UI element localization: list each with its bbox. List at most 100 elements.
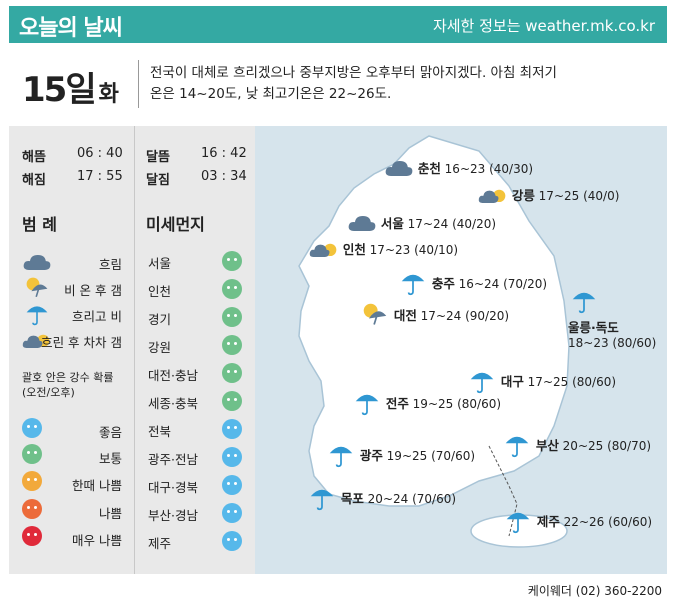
city-name: 목포 (340, 491, 364, 506)
legend-item-label: 흐리고 비 (72, 309, 122, 324)
precip-note-line: 괄호 안은 강수 확률 (22, 371, 114, 384)
legend-item: 흐린 후 차차 갬 (22, 330, 122, 354)
umbrella-sun-icon (360, 302, 390, 328)
dust-region-row: 광주·전남 (148, 447, 248, 469)
city-temp: 18~23 (80/60) (568, 336, 657, 350)
moonset-time: 03 : 34 (201, 169, 247, 184)
page-title: 오늘의 날씨 (19, 16, 123, 41)
umbrella-icon (503, 508, 533, 534)
city-name: 울릉·독도 (568, 320, 619, 335)
city-temp: 19~25 (70/60) (386, 449, 476, 463)
dust-level-label: 한때 나쁨 (72, 478, 122, 493)
dust-level-label: 매우 나쁨 (72, 533, 122, 548)
face-icon (22, 526, 42, 546)
dust-title: 미세먼지 (146, 215, 205, 234)
dust-region-name: 세종·충북 (148, 396, 198, 411)
city-temp: 17~24 (90/20) (420, 309, 510, 323)
legend-item: 흐리고 비 (22, 304, 122, 328)
cloud-icon (384, 155, 414, 181)
date-weekday: 화 (98, 82, 119, 107)
face-icon (222, 447, 242, 467)
city-name: 대구 (500, 374, 524, 389)
city-forecast: 목포 20~24 (70/60) (307, 485, 456, 514)
city-forecast: 서울 17~24 (40/20) (347, 210, 496, 239)
cloud-sun-icon (478, 182, 508, 208)
city-name: 서울 (380, 216, 404, 231)
legend-item-label: 비 온 후 갬 (64, 283, 122, 298)
moonset-label: 달짐 (146, 173, 170, 188)
city-forecast: 부산 20~25 (80/70) (502, 432, 651, 461)
face-icon (22, 418, 42, 438)
moonset-row: 달짐 03 : 34 (146, 169, 247, 188)
city-forecast: 울릉·독도 18~23 (80/60) (568, 288, 656, 350)
city-temp: 17~25 (80/60) (527, 375, 617, 389)
sea-border-line (488, 445, 518, 537)
dust-region-name: 서울 (148, 256, 172, 271)
legend-title: 범 례 (22, 215, 58, 234)
city-temp: 17~23 (40/10) (369, 243, 459, 257)
legend-item-label: 흐린 후 차차 갬 (41, 335, 122, 350)
sunrise-label: 해뜸 (22, 150, 46, 165)
face-icon (222, 335, 242, 355)
dust-level-item: 나쁨 (22, 499, 122, 525)
face-icon (22, 499, 42, 519)
dust-region-name: 부산·경남 (148, 508, 198, 523)
face-icon (22, 471, 42, 491)
legend-item: 비 온 후 갬 (22, 278, 122, 302)
face-icon (222, 475, 242, 495)
date-block: 15일 화 (22, 62, 140, 111)
city-temp: 20~25 (80/70) (562, 439, 652, 453)
legend-item-label: 흐림 (98, 257, 122, 272)
cloud-icon (347, 210, 377, 236)
city-temp: 17~25 (40/0) (538, 189, 620, 203)
date-day: 15일 (22, 70, 97, 110)
city-name: 광주 (359, 448, 383, 463)
moonrise-time: 16 : 42 (201, 146, 247, 161)
dust-region-row: 부산·경남 (148, 503, 248, 525)
city-temp: 22~26 (60/60) (563, 515, 653, 529)
face-icon (222, 251, 242, 271)
dust-region-name: 강원 (148, 340, 172, 355)
sunrise-row: 해뜸 06 : 40 (22, 146, 123, 165)
umbrella-icon (352, 390, 382, 416)
umbrella-icon (307, 485, 337, 511)
moonrise-row: 달뜸 16 : 42 (146, 146, 247, 165)
city-forecast: 제주 22~26 (60/60) (503, 508, 652, 537)
precip-note: 괄호 안은 강수 확률 (오전/오후) (22, 370, 113, 400)
face-icon (222, 307, 242, 327)
city-temp: 16~24 (70/20) (458, 277, 548, 291)
footer-credit: 케이웨더 (02) 360-2200 (527, 584, 662, 598)
dust-level-item: 한때 나쁨 (22, 471, 122, 497)
umbrella-icon (326, 442, 356, 468)
umbrella-icon (398, 270, 428, 296)
city-name: 전주 (385, 396, 409, 411)
dust-region-row: 대구·경북 (148, 475, 248, 497)
dust-region-row: 인천 (148, 279, 248, 301)
umbrella-icon (570, 288, 598, 314)
city-forecast: 인천 17~23 (40/10) (309, 236, 458, 265)
dust-region-row: 전북 (148, 419, 248, 441)
dust-level-label: 보통 (98, 451, 122, 466)
dust-region-name: 광주·전남 (148, 452, 198, 467)
face-icon (222, 391, 242, 411)
dust-region-name: 제주 (148, 536, 172, 551)
dust-region-name: 대구·경북 (148, 480, 198, 495)
dust-level-label: 좋음 (98, 425, 122, 440)
city-temp: 17~24 (40/20) (407, 217, 497, 231)
sunset-row: 해짐 17 : 55 (22, 169, 123, 188)
cloud-icon (22, 250, 52, 274)
site-link[interactable]: 자세한 정보는 weather.mk.co.kr (432, 17, 655, 35)
city-name: 춘천 (417, 161, 441, 176)
dust-region-name: 대전·충남 (148, 368, 198, 383)
dust-level-item: 좋음 (22, 418, 122, 444)
city-name: 대전 (393, 308, 417, 323)
sunrise-time: 06 : 40 (77, 146, 123, 161)
dust-level-item: 보통 (22, 444, 122, 470)
city-forecast: 충주 16~24 (70/20) (398, 270, 547, 299)
city-forecast: 전주 19~25 (80/60) (352, 390, 501, 419)
city-temp: 20~24 (70/60) (367, 492, 457, 506)
city-temp: 19~25 (80/60) (412, 397, 502, 411)
face-icon (22, 444, 42, 464)
summary-line: 전국이 대체로 흐리겠으나 중부지방은 오후부터 맑아지겠다. 아침 최저기 (150, 65, 557, 81)
legend-item: 흐림 (22, 252, 122, 276)
